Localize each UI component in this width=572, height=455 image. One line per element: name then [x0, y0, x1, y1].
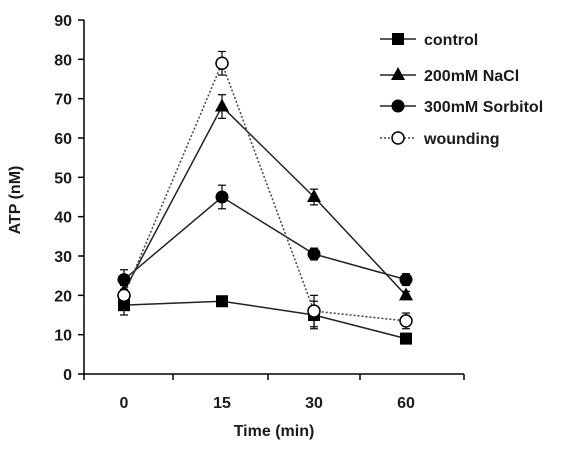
legend-marker	[392, 33, 404, 45]
legend-label: 300mM Sorbitol	[424, 99, 543, 116]
series-control	[118, 294, 412, 345]
legend: control 200mM NaCl 300mM Sorbitol wounding	[380, 32, 543, 148]
data-point	[117, 288, 131, 303]
y-tick-label: 50	[54, 170, 72, 187]
y-axis-title: ATP (nM)	[7, 166, 24, 235]
data-point	[215, 56, 229, 71]
data-point	[307, 304, 321, 318]
data-point	[117, 273, 131, 287]
legend-label: wounding	[423, 131, 500, 148]
series-line	[123, 196, 407, 281]
series-line	[123, 105, 407, 296]
data-point	[216, 295, 228, 308]
data-point	[399, 273, 413, 287]
x-tick-label: 60	[397, 395, 415, 412]
y-tick-label: 60	[54, 131, 72, 148]
y-tick-label: 10	[54, 328, 72, 345]
legend-label: 200mM NaCl	[424, 68, 519, 85]
x-ticks: 0 15 30 60	[83, 374, 465, 412]
series-300mm-sorbitol	[117, 184, 413, 291]
data-point	[307, 189, 321, 202]
legend-marker	[391, 131, 405, 145]
x-axis-title: Time (min)	[234, 423, 315, 440]
series-wounding	[117, 50, 413, 330]
x-tick-label: 15	[213, 395, 231, 412]
y-tick-label: 20	[54, 288, 72, 305]
legend-item: wounding	[380, 131, 500, 148]
legend-marker	[391, 99, 405, 113]
y-tick-label: 30	[54, 249, 72, 266]
axes	[83, 20, 464, 375]
legend-item: control	[380, 32, 478, 49]
data-point	[399, 287, 413, 301]
y-tick-label: 0	[63, 367, 72, 384]
data-point	[399, 314, 413, 328]
legend-label: control	[424, 32, 478, 49]
legend-item: 300mM Sorbitol	[380, 99, 543, 116]
legend-marker	[391, 67, 405, 80]
y-tick-label: 40	[54, 210, 72, 227]
y-tick-label: 80	[54, 52, 72, 69]
y-tick-label: 70	[54, 92, 72, 109]
data-point	[215, 98, 229, 112]
data-point	[400, 332, 412, 345]
y-ticks: 0 10 20 30 40 50 60 70 80 90	[54, 13, 84, 384]
series-layer	[117, 50, 413, 345]
data-point	[118, 299, 130, 312]
legend-item: 200mM NaCl	[380, 67, 519, 85]
x-tick-label: 30	[305, 395, 323, 412]
x-tick-label: 0	[120, 395, 129, 412]
series-line	[123, 61, 407, 322]
series-line	[123, 300, 407, 340]
data-point	[215, 190, 229, 204]
y-tick-label: 90	[54, 13, 72, 30]
data-point	[307, 247, 321, 261]
